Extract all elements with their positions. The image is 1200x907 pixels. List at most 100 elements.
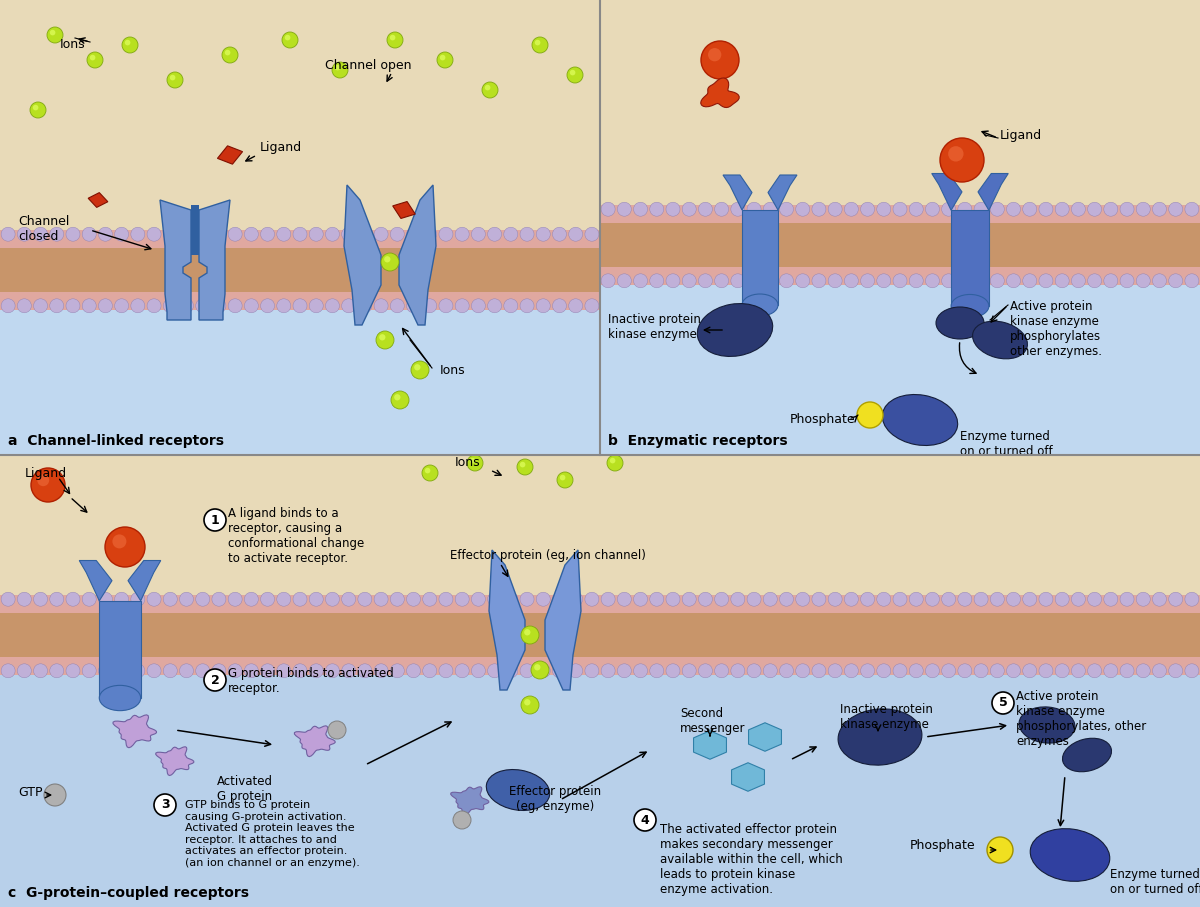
Circle shape bbox=[990, 202, 1004, 216]
Polygon shape bbox=[451, 786, 488, 815]
Circle shape bbox=[569, 227, 583, 241]
Circle shape bbox=[31, 468, 65, 502]
Circle shape bbox=[812, 274, 826, 288]
Circle shape bbox=[342, 298, 355, 313]
Circle shape bbox=[66, 227, 80, 241]
Circle shape bbox=[472, 592, 485, 606]
Circle shape bbox=[812, 664, 826, 678]
Circle shape bbox=[37, 474, 49, 486]
Circle shape bbox=[342, 664, 355, 678]
Circle shape bbox=[1169, 592, 1183, 606]
Circle shape bbox=[390, 664, 404, 678]
Bar bbox=[0, 455, 1200, 907]
Circle shape bbox=[925, 274, 940, 288]
Circle shape bbox=[1, 298, 16, 313]
Circle shape bbox=[584, 664, 599, 678]
Circle shape bbox=[1169, 274, 1183, 288]
Circle shape bbox=[1152, 664, 1166, 678]
Circle shape bbox=[332, 62, 348, 78]
Circle shape bbox=[245, 592, 258, 606]
Circle shape bbox=[584, 298, 599, 313]
Circle shape bbox=[382, 253, 398, 271]
Circle shape bbox=[1055, 274, 1069, 288]
Circle shape bbox=[1120, 592, 1134, 606]
Circle shape bbox=[763, 274, 778, 288]
Circle shape bbox=[536, 298, 551, 313]
Circle shape bbox=[90, 54, 96, 61]
Circle shape bbox=[617, 274, 631, 288]
Circle shape bbox=[212, 298, 226, 313]
Circle shape bbox=[49, 227, 64, 241]
Circle shape bbox=[649, 592, 664, 606]
Circle shape bbox=[167, 72, 182, 88]
Circle shape bbox=[1152, 592, 1166, 606]
Ellipse shape bbox=[1062, 738, 1111, 772]
Circle shape bbox=[974, 592, 988, 606]
Polygon shape bbox=[490, 550, 526, 690]
Circle shape bbox=[82, 664, 96, 678]
Circle shape bbox=[335, 64, 341, 71]
Ellipse shape bbox=[1031, 829, 1110, 882]
Circle shape bbox=[49, 592, 64, 606]
Circle shape bbox=[49, 298, 64, 313]
Circle shape bbox=[1007, 202, 1020, 216]
Circle shape bbox=[1072, 664, 1085, 678]
Circle shape bbox=[958, 274, 972, 288]
Polygon shape bbox=[742, 210, 778, 305]
Circle shape bbox=[98, 298, 113, 313]
Circle shape bbox=[845, 592, 858, 606]
Circle shape bbox=[601, 664, 616, 678]
Circle shape bbox=[407, 592, 420, 606]
Circle shape bbox=[391, 391, 409, 409]
Circle shape bbox=[610, 458, 616, 463]
Circle shape bbox=[163, 664, 178, 678]
Circle shape bbox=[1120, 664, 1134, 678]
Text: Activated
G protein: Activated G protein bbox=[217, 775, 274, 803]
Circle shape bbox=[470, 458, 475, 463]
Circle shape bbox=[731, 274, 745, 288]
Circle shape bbox=[569, 298, 583, 313]
Circle shape bbox=[284, 34, 290, 41]
Circle shape bbox=[310, 227, 323, 241]
Circle shape bbox=[715, 592, 728, 606]
Circle shape bbox=[148, 664, 161, 678]
Circle shape bbox=[342, 592, 355, 606]
Circle shape bbox=[601, 202, 616, 216]
Circle shape bbox=[796, 664, 810, 678]
Bar bbox=[600, 285, 1200, 455]
Circle shape bbox=[310, 592, 323, 606]
Circle shape bbox=[467, 455, 482, 471]
Text: Ligand: Ligand bbox=[260, 141, 302, 154]
Circle shape bbox=[342, 227, 355, 241]
Circle shape bbox=[715, 202, 728, 216]
Text: 1: 1 bbox=[211, 513, 220, 526]
Circle shape bbox=[634, 664, 648, 678]
Circle shape bbox=[1007, 274, 1020, 288]
Circle shape bbox=[763, 592, 778, 606]
Circle shape bbox=[1039, 664, 1052, 678]
Circle shape bbox=[1152, 274, 1166, 288]
Circle shape bbox=[1, 664, 16, 678]
Circle shape bbox=[245, 298, 258, 313]
Circle shape bbox=[1072, 274, 1085, 288]
Text: Ligand: Ligand bbox=[25, 466, 67, 480]
Circle shape bbox=[122, 37, 138, 53]
Circle shape bbox=[131, 592, 145, 606]
Circle shape bbox=[1039, 202, 1052, 216]
Circle shape bbox=[877, 202, 890, 216]
Circle shape bbox=[552, 227, 566, 241]
Circle shape bbox=[1022, 664, 1037, 678]
Circle shape bbox=[601, 592, 616, 606]
Circle shape bbox=[986, 837, 1013, 863]
Circle shape bbox=[310, 664, 323, 678]
Circle shape bbox=[698, 274, 713, 288]
Circle shape bbox=[1055, 592, 1069, 606]
Circle shape bbox=[379, 334, 385, 340]
Circle shape bbox=[34, 298, 48, 313]
Circle shape bbox=[560, 474, 565, 481]
Circle shape bbox=[893, 202, 907, 216]
Circle shape bbox=[1184, 664, 1199, 678]
Text: b  Enzymatic receptors: b Enzymatic receptors bbox=[608, 434, 787, 448]
Circle shape bbox=[1136, 592, 1151, 606]
Circle shape bbox=[437, 52, 454, 68]
